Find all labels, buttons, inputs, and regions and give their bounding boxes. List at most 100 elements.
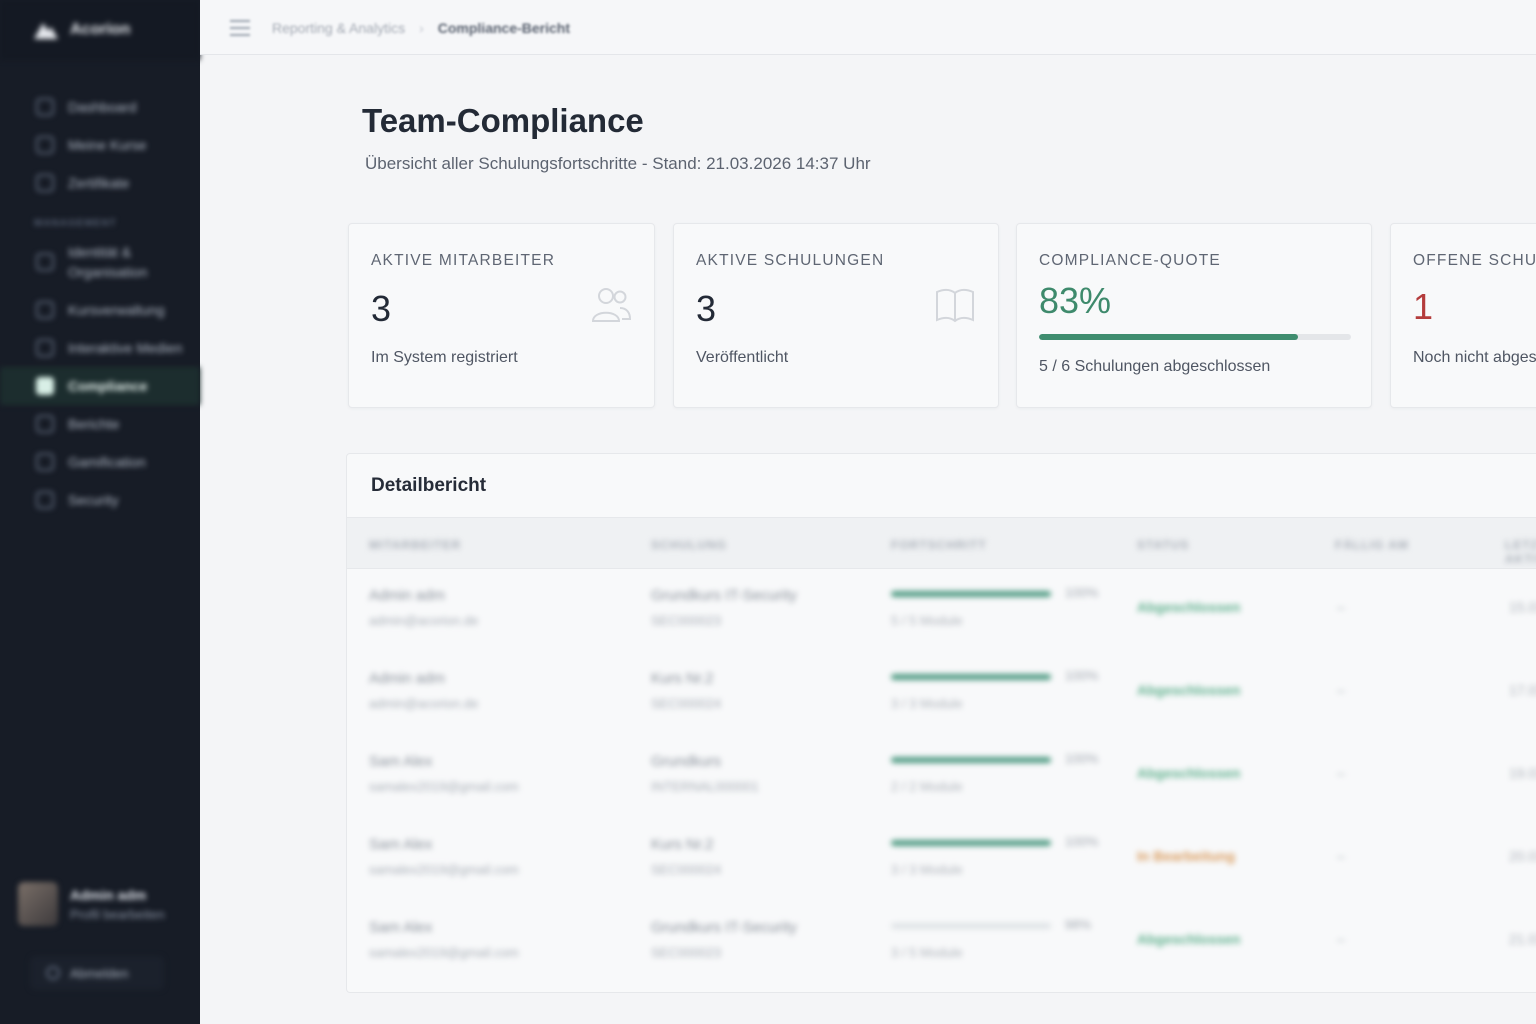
- table-row[interactable]: Sam Alex samalex2019@gmail.com Grundkurs I…: [347, 903, 1536, 985]
- due-date: –: [1337, 931, 1345, 947]
- row-modules: 3 / 5 Module: [891, 945, 963, 960]
- sidebar-nav: Dashboard Meine Kurse Zertifikate MANAGE…: [0, 60, 200, 519]
- last-activity: 19.03.: [1509, 765, 1536, 781]
- logout-label: Abmelden: [70, 965, 129, 981]
- sidebar-item-label: Berichte: [68, 416, 120, 432]
- last-activity: 15.03.: [1509, 599, 1536, 615]
- logout-button[interactable]: Abmelden: [30, 956, 164, 990]
- course-id: SEC000023: [651, 613, 722, 628]
- row-progress-percent: 100%: [1065, 585, 1099, 600]
- row-progress-fill: [891, 840, 1051, 846]
- card-description: 5 / 6 Schulungen abgeschlossen: [1039, 358, 1271, 375]
- book-icon: [36, 136, 54, 154]
- course-name: Grundkurs IT-Security: [651, 587, 797, 604]
- row-progress-percent: 100%: [1065, 751, 1099, 766]
- status-badge: Abgeschlossen: [1137, 599, 1241, 615]
- edit-profile-link[interactable]: Profil bearbeiten: [70, 906, 165, 922]
- report-title: Detailbericht: [371, 475, 487, 496]
- card-description: Veröffentlicht: [696, 349, 789, 366]
- sidebar-item-berichte[interactable]: Berichte: [0, 405, 200, 443]
- sidebar: Acorion Dashboard Meine Kurse Zertifikat…: [0, 0, 200, 1024]
- sidebar-item-kursverwaltung[interactable]: Kursverwaltung: [0, 291, 200, 329]
- row-modules: 2 / 2 Module: [891, 779, 963, 794]
- breadcrumb-separator: ›: [419, 19, 424, 36]
- brand-name: Acorion: [70, 21, 131, 38]
- last-activity: 20.03.: [1509, 848, 1536, 864]
- sidebar-item-label: Security: [68, 492, 119, 508]
- status-badge: Abgeschlossen: [1137, 682, 1241, 698]
- due-date: –: [1337, 599, 1345, 615]
- row-progress-bar: [891, 923, 1051, 929]
- column-header[interactable]: FÄLLIG AM: [1335, 538, 1409, 552]
- sidebar-item-compliance[interactable]: Compliance: [0, 367, 200, 405]
- sidebar-item-label: Compliance: [68, 378, 148, 394]
- row-progress-fill: [891, 674, 1051, 680]
- card-description: Noch nicht abgeschlossen: [1413, 349, 1536, 366]
- breadcrumb: Reporting & Analytics › Compliance-Beric…: [272, 20, 570, 36]
- status-badge: Abgeschlossen: [1137, 765, 1241, 781]
- progress-fill: [1039, 334, 1298, 340]
- column-header[interactable]: FORTSCHRITT: [891, 538, 987, 552]
- employee-email: admin@acorion.de: [369, 613, 479, 628]
- employee-email: samalex2019@gmail.com: [369, 945, 519, 960]
- row-progress-bar: [891, 674, 1051, 680]
- column-header[interactable]: STATUS: [1137, 538, 1190, 552]
- course-id: SEC000023: [651, 945, 722, 960]
- open-book-icon: [936, 288, 974, 323]
- column-header[interactable]: LETZTE AKTIVITÄT: [1505, 538, 1536, 566]
- user-name: Admin adm: [70, 886, 147, 903]
- page-subtitle: Übersicht aller Schulungsfortschritte - …: [365, 154, 871, 173]
- card-value: 83%: [1039, 280, 1112, 321]
- page-title: Team-Compliance: [362, 102, 644, 139]
- card-label: OFFENE SCHULUNGEN: [1413, 252, 1536, 269]
- menu-toggle-icon[interactable]: [230, 19, 250, 36]
- row-modules: 3 / 3 Module: [891, 696, 963, 711]
- calendar-icon: [36, 301, 54, 319]
- due-date: –: [1337, 765, 1345, 781]
- table-row[interactable]: Admin adm admin@acorion.de Kurs Nr.2 SEC000…: [347, 654, 1536, 736]
- stat-card-compliance-rate: COMPLIANCE-QUOTE 83% 5 / 6 Schulungen ab…: [1016, 223, 1372, 408]
- user-profile[interactable]: Admin adm Profil bearbeiten: [18, 882, 165, 926]
- sidebar-item-identitaet[interactable]: Identität & Organisation: [0, 233, 200, 291]
- employee-email: samalex2019@gmail.com: [369, 862, 519, 877]
- stat-card-trainings: AKTIVE SCHULUNGEN 3 Veröffentlicht: [673, 223, 999, 408]
- card-value: 3: [371, 288, 392, 329]
- clipboard-icon: [36, 415, 54, 433]
- employee-name: Sam Alex: [369, 919, 433, 936]
- row-progress-bar: [891, 757, 1051, 763]
- row-progress-percent: 98%: [1065, 917, 1092, 932]
- course-name: Grundkurs: [651, 753, 722, 770]
- sidebar-item-dashboard[interactable]: Dashboard: [0, 88, 200, 126]
- sidebar-section-label: MANAGEMENT: [34, 218, 117, 229]
- table-row[interactable]: Sam Alex samalex2019@gmail.com Grundkurs IN…: [347, 737, 1536, 819]
- sidebar-item-label: Meine Kurse: [68, 137, 147, 153]
- sidebar-item-label: Interaktive Medien: [68, 340, 183, 356]
- users-icon: [36, 253, 54, 271]
- bar-chart-icon: [36, 377, 54, 395]
- column-header[interactable]: SCHULUNG: [651, 538, 727, 552]
- breadcrumb-parent[interactable]: Reporting & Analytics: [272, 19, 406, 36]
- table-row[interactable]: Sam Alex samalex2019@gmail.com Kurs Nr.2 SE…: [347, 820, 1536, 902]
- card-value: 3: [696, 288, 717, 329]
- stat-card-open-trainings: OFFENE SCHULUNGEN 1 Noch nicht abgeschlo…: [1390, 223, 1536, 408]
- row-progress-fill: [891, 757, 1051, 763]
- topbar: Reporting & Analytics › Compliance-Beric…: [200, 0, 1536, 55]
- lock-icon: [36, 491, 54, 509]
- sidebar-item-interaktive-medien[interactable]: Interaktive Medien: [0, 329, 200, 367]
- sidebar-item-gamification[interactable]: Gamification: [0, 443, 200, 481]
- status-badge: In Bearbeitung: [1137, 848, 1236, 864]
- column-header[interactable]: MITARBEITER: [369, 538, 462, 552]
- award-icon: [36, 174, 54, 192]
- card-description: Im System registriert: [371, 349, 518, 366]
- table-row[interactable]: Admin adm admin@acorion.de Grundkurs IT-Se…: [347, 571, 1536, 653]
- sidebar-item-security[interactable]: Security: [0, 481, 200, 519]
- sidebar-item-label: Zertifikate: [68, 175, 130, 191]
- sidebar-item-zertifikate[interactable]: Zertifikate: [0, 164, 200, 202]
- stat-card-employees: AKTIVE MITARBEITER 3 Im System registrie…: [348, 223, 655, 408]
- trophy-icon: [36, 453, 54, 471]
- sidebar-item-meine-kurse[interactable]: Meine Kurse: [0, 126, 200, 164]
- brand-logo[interactable]: Acorion: [0, 0, 200, 60]
- course-id: SEC000024: [651, 696, 722, 711]
- card-label: COMPLIANCE-QUOTE: [1039, 252, 1221, 269]
- employee-name: Sam Alex: [369, 753, 433, 770]
